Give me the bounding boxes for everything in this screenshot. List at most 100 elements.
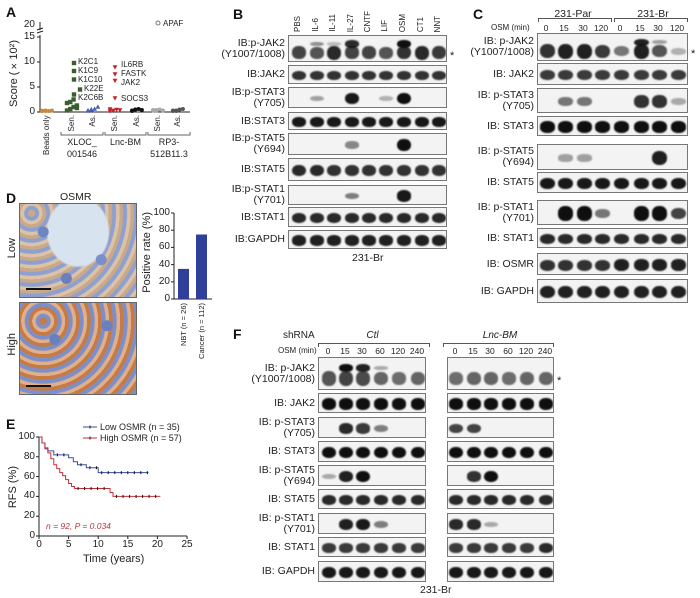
y-tick-label: 20 (158, 275, 170, 287)
band (594, 233, 610, 245)
lane-label: 15 (468, 346, 478, 356)
band (613, 285, 629, 299)
band (484, 446, 498, 459)
band (432, 117, 446, 127)
band (397, 190, 411, 202)
lane-label: 30 (578, 23, 588, 33)
band (415, 164, 429, 177)
lane-label: 60 (375, 346, 385, 356)
panel-a-ylabel: Score (×10²) (8, 40, 20, 108)
band (670, 177, 686, 190)
point-label: K2C6B (78, 93, 104, 102)
band (539, 233, 555, 245)
band (411, 494, 425, 506)
band (432, 212, 446, 224)
blot-label: IB: p-JAK2 (Y1007/1008) (251, 362, 315, 385)
band (322, 543, 336, 553)
band (576, 177, 592, 190)
band (576, 69, 592, 81)
band (362, 164, 376, 177)
band (411, 566, 425, 579)
band (467, 371, 481, 385)
band (310, 117, 324, 127)
blot-label-line: IB: p-STAT1 (477, 200, 534, 213)
group-231-br: 231-Br (637, 8, 669, 20)
band (539, 259, 555, 271)
blot-label-line: (Y705) (283, 426, 315, 439)
band (539, 285, 555, 299)
lane-label: 0 (452, 346, 458, 356)
blot-label: IB:STAT3 (241, 115, 285, 127)
band (392, 494, 406, 506)
band-upper (339, 363, 353, 372)
panel-e-xlabel: Time (years) (83, 553, 145, 565)
blot-ib-stat3 (288, 112, 447, 130)
y-tick-label: 15 (23, 31, 35, 42)
blot-label-line: IB: STAT5 (268, 492, 315, 505)
x-tick-label: 0 (36, 539, 42, 550)
bar-category-label: Cancer (n = 112) (197, 303, 206, 359)
band (392, 398, 406, 410)
lane-label: PBS (293, 15, 302, 32)
y-tick-label: 40 (23, 490, 35, 502)
blot-ib-stat5 (318, 489, 426, 509)
band (415, 45, 429, 60)
band (502, 372, 516, 385)
group-bracket (318, 343, 430, 347)
band (345, 70, 359, 81)
lane-label: 120 (518, 346, 534, 356)
blot-label-line: (Y705) (502, 99, 534, 112)
point-label: K22E (84, 84, 104, 93)
blot-ib-p-stat5 (318, 465, 426, 486)
group-label-line2: 001546 (66, 149, 98, 159)
blot-label: IB: JAK2 (493, 68, 534, 80)
data-point (157, 107, 162, 112)
band (310, 235, 324, 246)
blot-ib-p-stat1 (318, 513, 426, 534)
band (449, 423, 463, 434)
panel-f-cell-line: 231-Br (420, 584, 452, 596)
band (613, 259, 629, 271)
band (397, 92, 411, 105)
blot-label-line: IB:JAK2 (247, 68, 285, 80)
lane-label: 0 (617, 23, 623, 33)
scale-bar (26, 385, 51, 387)
blot-ib-p-stat5 (288, 133, 447, 155)
band (539, 44, 555, 59)
lane-label: 120 (593, 23, 609, 33)
apaf-point (155, 20, 161, 26)
band (345, 117, 359, 127)
band (484, 470, 498, 483)
band (356, 543, 370, 553)
band (670, 285, 686, 299)
band (432, 46, 446, 60)
band (520, 566, 534, 579)
band (374, 398, 388, 410)
blot-label-line: IB: GAPDH (261, 565, 315, 577)
band (327, 117, 341, 127)
blot-ib-p-stat3 (288, 87, 447, 108)
asterisk: * (691, 48, 696, 61)
band (502, 543, 516, 553)
lane-label: IL-27 (346, 13, 355, 32)
lane-label: 0 (325, 346, 331, 356)
blot-label: IB: STAT5 (487, 177, 534, 188)
data-point (177, 107, 182, 112)
lane-label: 240 (537, 346, 553, 356)
band (651, 177, 667, 190)
blot-ib-p-jak2 (537, 33, 688, 61)
band (594, 44, 610, 59)
band (339, 423, 353, 434)
blot-ib-stat1 (318, 537, 426, 557)
band (520, 494, 534, 506)
data-point-il6rb (112, 65, 118, 70)
band (520, 446, 534, 459)
group-bracket (60, 132, 104, 136)
band (576, 121, 592, 133)
band (670, 69, 686, 81)
blot-label-line: IB: p-JAK2 (483, 35, 534, 47)
blot-label-line: IB:p-STAT3 (231, 85, 285, 98)
x-tick-label: 25 (181, 539, 193, 550)
data-point (160, 108, 165, 113)
blot-label-line: (Y694) (502, 156, 534, 168)
